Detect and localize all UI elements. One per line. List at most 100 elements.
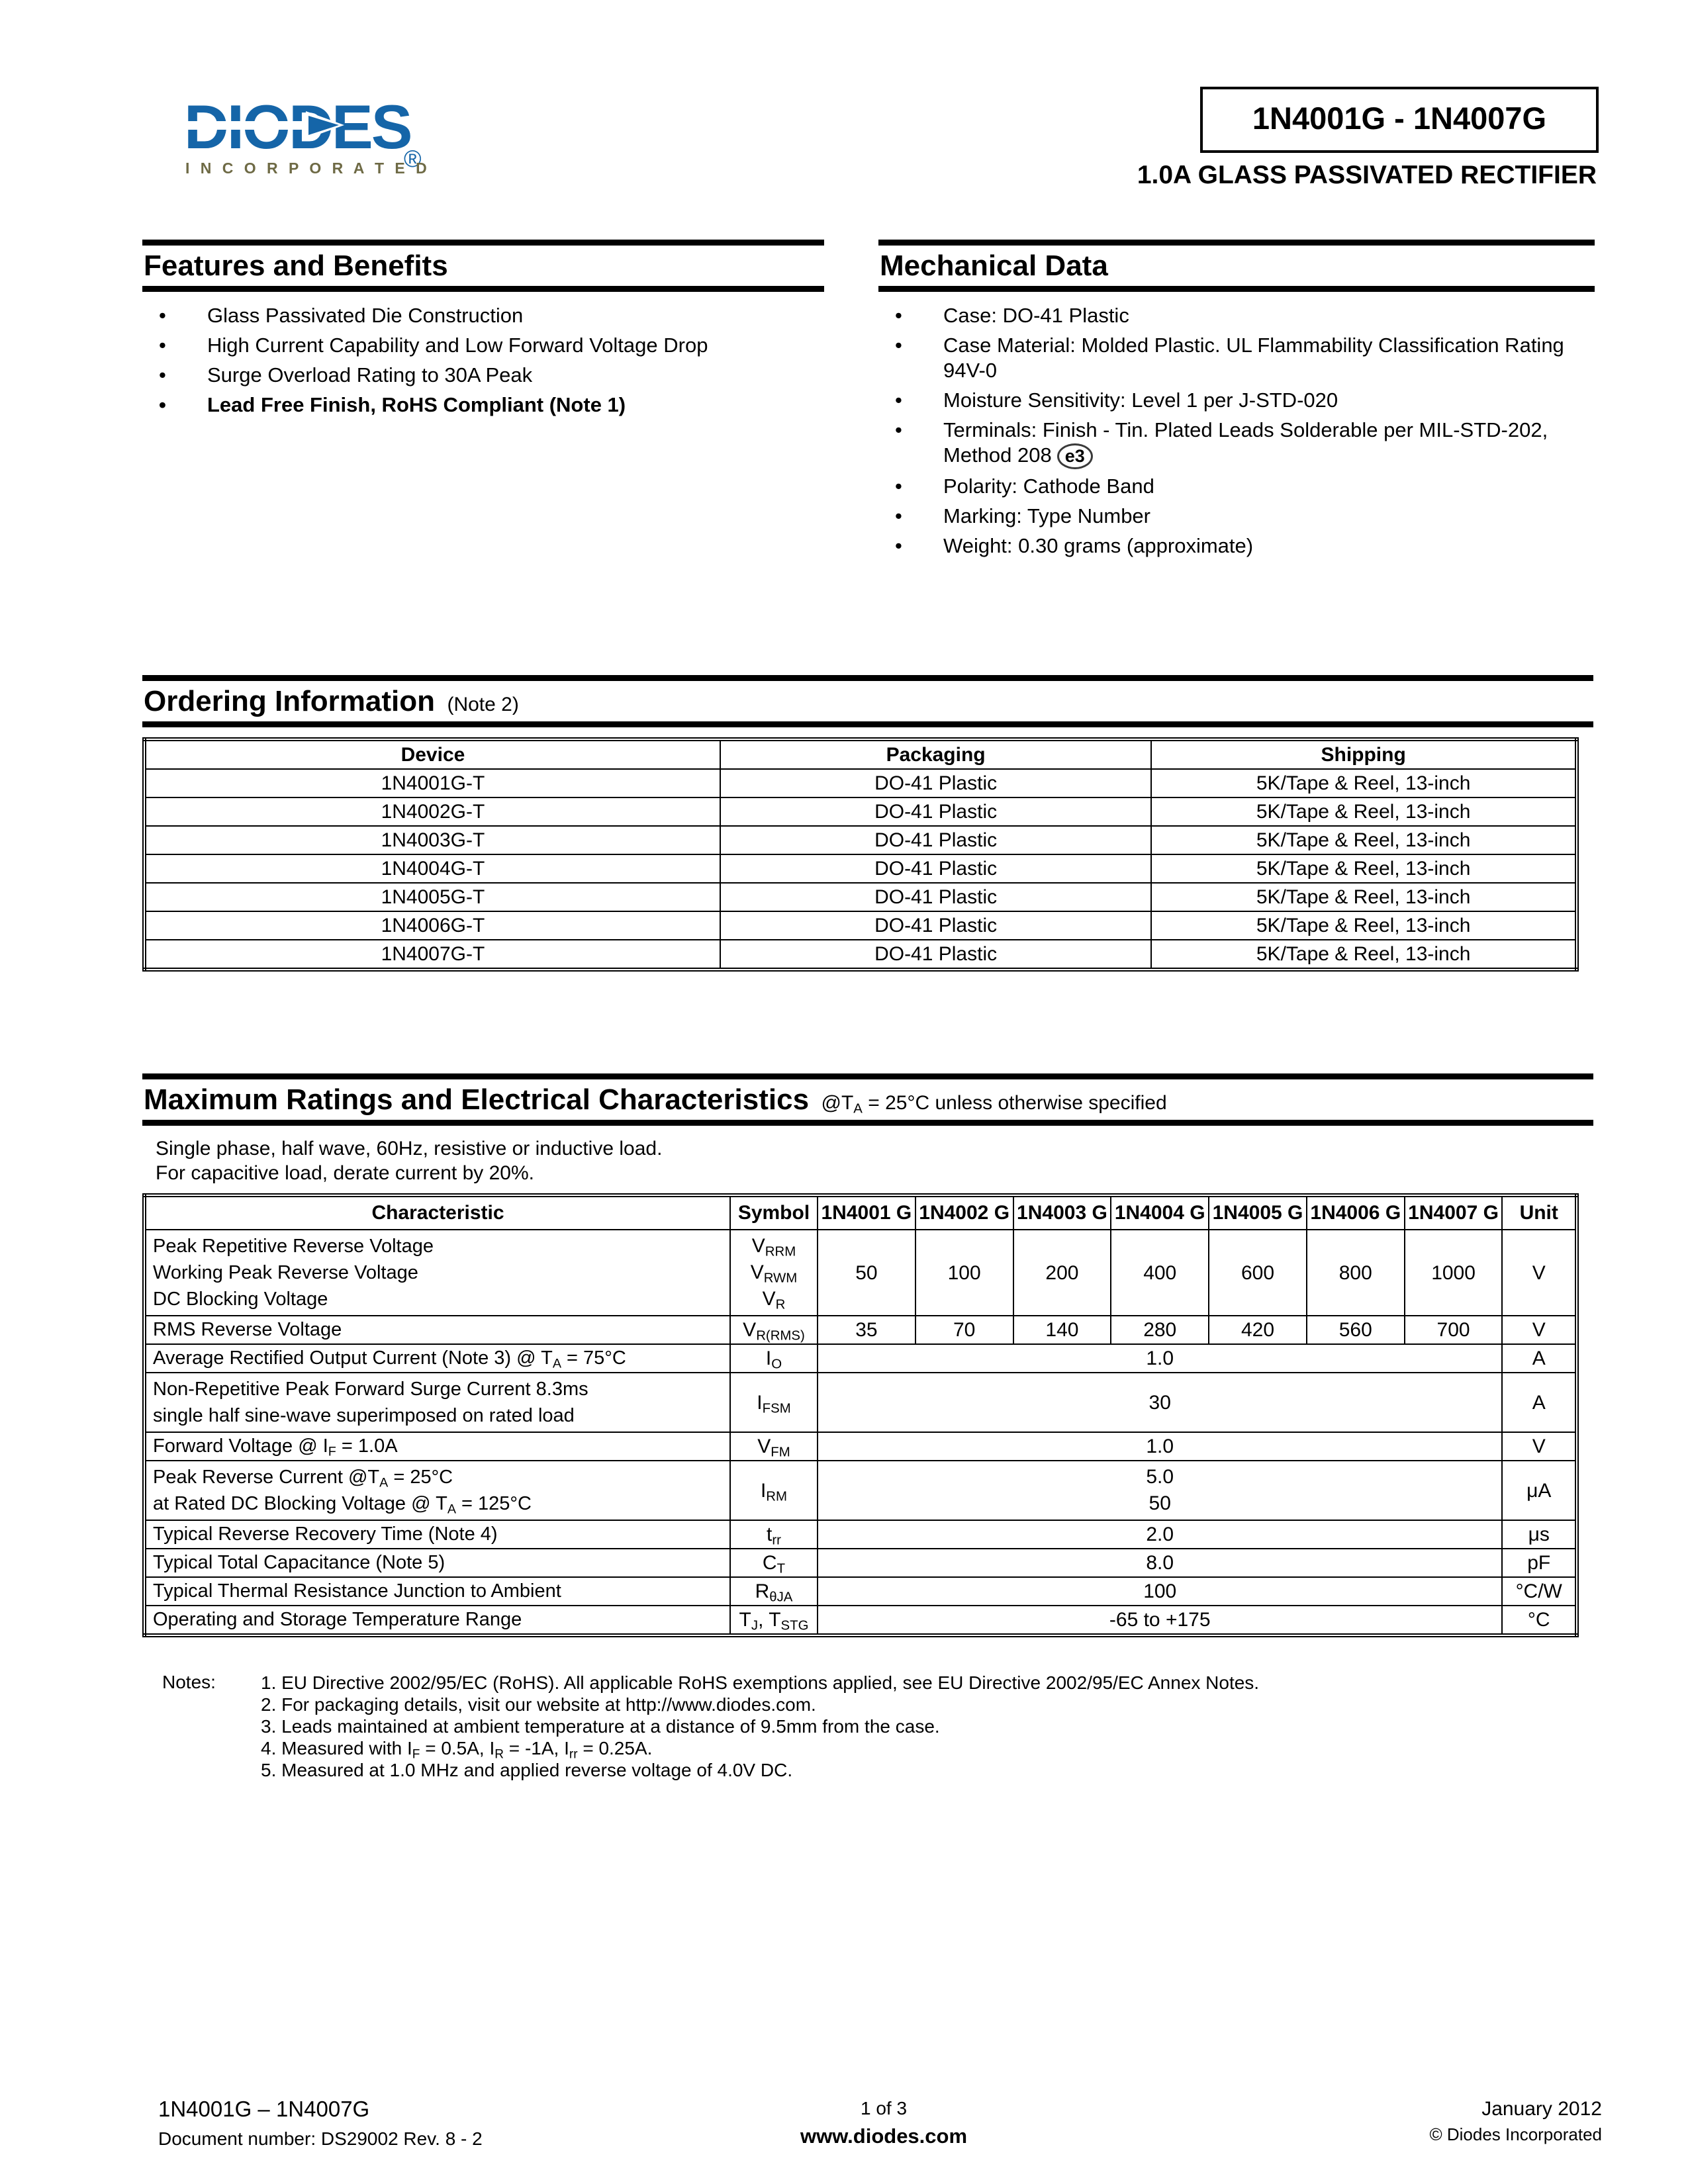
- ratings-symbol-cell: VFM: [729, 1432, 818, 1461]
- section-rule: [142, 286, 824, 292]
- section-rule: [878, 286, 1595, 292]
- ratings-unit-cell: A: [1501, 1372, 1577, 1433]
- ratings-value-cell: 100: [816, 1576, 1503, 1606]
- mechanical-item: • Polarity: Cathode Band: [878, 474, 1595, 499]
- ordering-cell: 5K/Tape & Reel, 13-inch: [1150, 939, 1577, 970]
- ratings-characteristic-cell: Peak Reverse Current @TA = 25°C at Rated …: [144, 1460, 731, 1521]
- ordering-cell: DO-41 Plastic: [719, 882, 1152, 912]
- mechanical-text: Polarity: Cathode Band: [943, 475, 1154, 498]
- ratings-characteristic-cell: Peak Repetitive Reverse Voltage Working P…: [144, 1229, 731, 1316]
- ratings-row: Forward Voltage @ IF = 1.0A VFM 1.0 V: [144, 1432, 1577, 1461]
- section-rule: [142, 240, 824, 246]
- ratings-value-cell: 50: [816, 1229, 916, 1316]
- feature-item: • Glass Passivated Die Construction: [142, 303, 824, 328]
- ordering-cell: DO-41 Plastic: [719, 939, 1152, 970]
- ordering-cell: 1N4007G-T: [144, 939, 721, 970]
- mechanical-text: Weight: 0.30 grams (approximate): [943, 534, 1254, 557]
- logo-arrow-icon: [308, 116, 339, 135]
- ratings-unit-cell: A: [1501, 1343, 1577, 1373]
- ratings-symbol-cell: CT: [729, 1548, 818, 1578]
- ratings-value-cell: 600: [1208, 1229, 1307, 1316]
- ordering-header-row: Device Packaging Shipping: [144, 739, 1577, 770]
- features-title: Features and Benefits: [144, 250, 448, 282]
- ratings-col-device: 1N4003 G: [1012, 1195, 1112, 1230]
- ratings-value-cell: 2.0: [816, 1520, 1503, 1549]
- mechanical-data-title: Mechanical Data: [880, 250, 1108, 282]
- bullet-icon: •: [895, 334, 902, 357]
- ordering-cell: 5K/Tape & Reel, 13-inch: [1150, 854, 1577, 884]
- section-rule: [142, 1073, 1593, 1079]
- ratings-value-cell: 5.0 50: [816, 1460, 1503, 1521]
- ratings-value-cell: 140: [1012, 1315, 1112, 1345]
- ratings-symbol-cell: TJ, TSTG: [729, 1605, 818, 1636]
- mechanical-text: Case: DO-41 Plastic: [943, 304, 1129, 327]
- ratings-value-cell: 420: [1208, 1315, 1307, 1345]
- ratings-col-characteristic: Characteristic: [144, 1195, 731, 1230]
- ordering-table: Device Packaging Shipping 1N4001G-T DO-41 P…: [142, 737, 1579, 972]
- mechanical-item: • Marking: Type Number: [878, 504, 1595, 529]
- ratings-value-cell: 1.0: [816, 1343, 1503, 1373]
- ratings-symbol-cell: VRRM VRWM VR: [729, 1229, 818, 1316]
- ratings-symbol-cell: trr: [729, 1520, 818, 1549]
- ratings-symbol-cell: VR(RMS): [729, 1315, 818, 1345]
- bullet-icon: •: [895, 475, 902, 498]
- ratings-row: Typical Reverse Recovery Time (Note 4) tr…: [144, 1520, 1577, 1549]
- ordering-row: 1N4005G-T DO-41 Plastic 5K/Tape & Reel, 13…: [144, 882, 1577, 912]
- ratings-value-cell: 1.0: [816, 1432, 1503, 1461]
- ordering-row: 1N4002G-T DO-41 Plastic 5K/Tape & Reel, 13…: [144, 797, 1577, 827]
- ratings-value-cell: 70: [914, 1315, 1014, 1345]
- footer-copyright: © Diodes Incorporated: [1429, 2124, 1602, 2144]
- ordering-col-header: Device: [144, 739, 721, 770]
- ratings-row: Operating and Storage Temperature Range T…: [144, 1605, 1577, 1636]
- ratings-value-cell: 800: [1305, 1229, 1405, 1316]
- ratings-col-device: 1N4004 G: [1110, 1195, 1210, 1230]
- ratings-row: Peak Reverse Current @TA = 25°C at Rated …: [144, 1460, 1577, 1521]
- bullet-icon: •: [895, 504, 902, 527]
- features-list: • Glass Passivated Die Construction • High …: [142, 303, 824, 418]
- ratings-row: RMS Reverse Voltage VR(RMS) 35 70 140 280 420 5…: [144, 1315, 1577, 1345]
- notes-list: 1. EU Directive 2002/95/EC (RoHS). All a…: [142, 1672, 1546, 1781]
- ratings-col-device: 1N4007 G: [1403, 1195, 1503, 1230]
- logo-incorporated-text: I N C O R P O R A T E D: [185, 159, 429, 177]
- feature-item: • Lead Free Finish, RoHS Compliant (Note …: [142, 392, 824, 418]
- ratings-unit-cell: μA: [1501, 1460, 1577, 1521]
- ratings-symbol-cell: IO: [729, 1343, 818, 1373]
- footer-part-range: 1N4001G – 1N4007G: [158, 2097, 370, 2121]
- diodes-logo-graphic: DIODES ® I N C O R P O R A T E D: [184, 92, 429, 177]
- ordering-cell: 5K/Tape & Reel, 13-inch: [1150, 825, 1577, 855]
- ratings-unit-cell: pF: [1501, 1548, 1577, 1578]
- mechanical-item: • Case: DO-41 Plastic: [878, 303, 1595, 328]
- ratings-characteristic-cell: Typical Thermal Resistance Junction to A…: [144, 1576, 731, 1606]
- ordering-row: 1N4007G-T DO-41 Plastic 5K/Tape & Reel, 13…: [144, 939, 1577, 970]
- notes-label: Notes:: [162, 1672, 216, 1692]
- bullet-icon: •: [895, 304, 902, 327]
- note-item: 2. For packaging details, visit our webs…: [261, 1694, 816, 1715]
- ratings-value-cell: 200: [1012, 1229, 1112, 1316]
- footer-website: www.diodes.com: [800, 2124, 968, 2148]
- mechanical-text: Case Material: Molded Plastic. UL Flamma…: [943, 334, 1564, 382]
- bullet-icon: •: [159, 363, 166, 387]
- ratings-intro: Single phase, half wave, 60Hz, resistive…: [142, 1136, 1593, 1185]
- ordering-cell: 1N4005G-T: [144, 882, 721, 912]
- ratings-value-cell: 700: [1403, 1315, 1503, 1345]
- ordering-row: 1N4004G-T DO-41 Plastic 5K/Tape & Reel, 13…: [144, 854, 1577, 884]
- ratings-value-cell: -65 to +175: [816, 1605, 1503, 1636]
- ordering-col-header: Shipping: [1150, 739, 1577, 770]
- ratings-col-device: 1N4006 G: [1305, 1195, 1405, 1230]
- ordering-title-note: (Note 2): [447, 694, 519, 715]
- ratings-symbol-cell: IRM: [729, 1460, 818, 1521]
- ratings-value-cell: 400: [1110, 1229, 1210, 1316]
- ratings-intro-line: For capacitive load, derate current by 2…: [156, 1162, 534, 1184]
- feature-item: • Surge Overload Rating to 30A Peak: [142, 363, 824, 388]
- page-footer: 1N4001G – 1N4007G Document number: DS290…: [142, 2091, 1602, 2171]
- feature-text: Glass Passivated Die Construction: [207, 304, 524, 327]
- section-rule: [142, 1120, 1593, 1126]
- bullet-icon: •: [159, 334, 166, 357]
- ordering-cell: DO-41 Plastic: [719, 768, 1152, 798]
- ratings-col-device: 1N4002 G: [914, 1195, 1014, 1230]
- ratings-value-cell: 8.0: [816, 1548, 1503, 1578]
- ratings-characteristic-cell: Non-Repetitive Peak Forward Surge Curren…: [144, 1372, 731, 1433]
- ratings-value-cell: 35: [816, 1315, 916, 1345]
- footer-document-number: Document number: DS29002 Rev. 8 - 2: [158, 2128, 483, 2149]
- ordering-cell: DO-41 Plastic: [719, 825, 1152, 855]
